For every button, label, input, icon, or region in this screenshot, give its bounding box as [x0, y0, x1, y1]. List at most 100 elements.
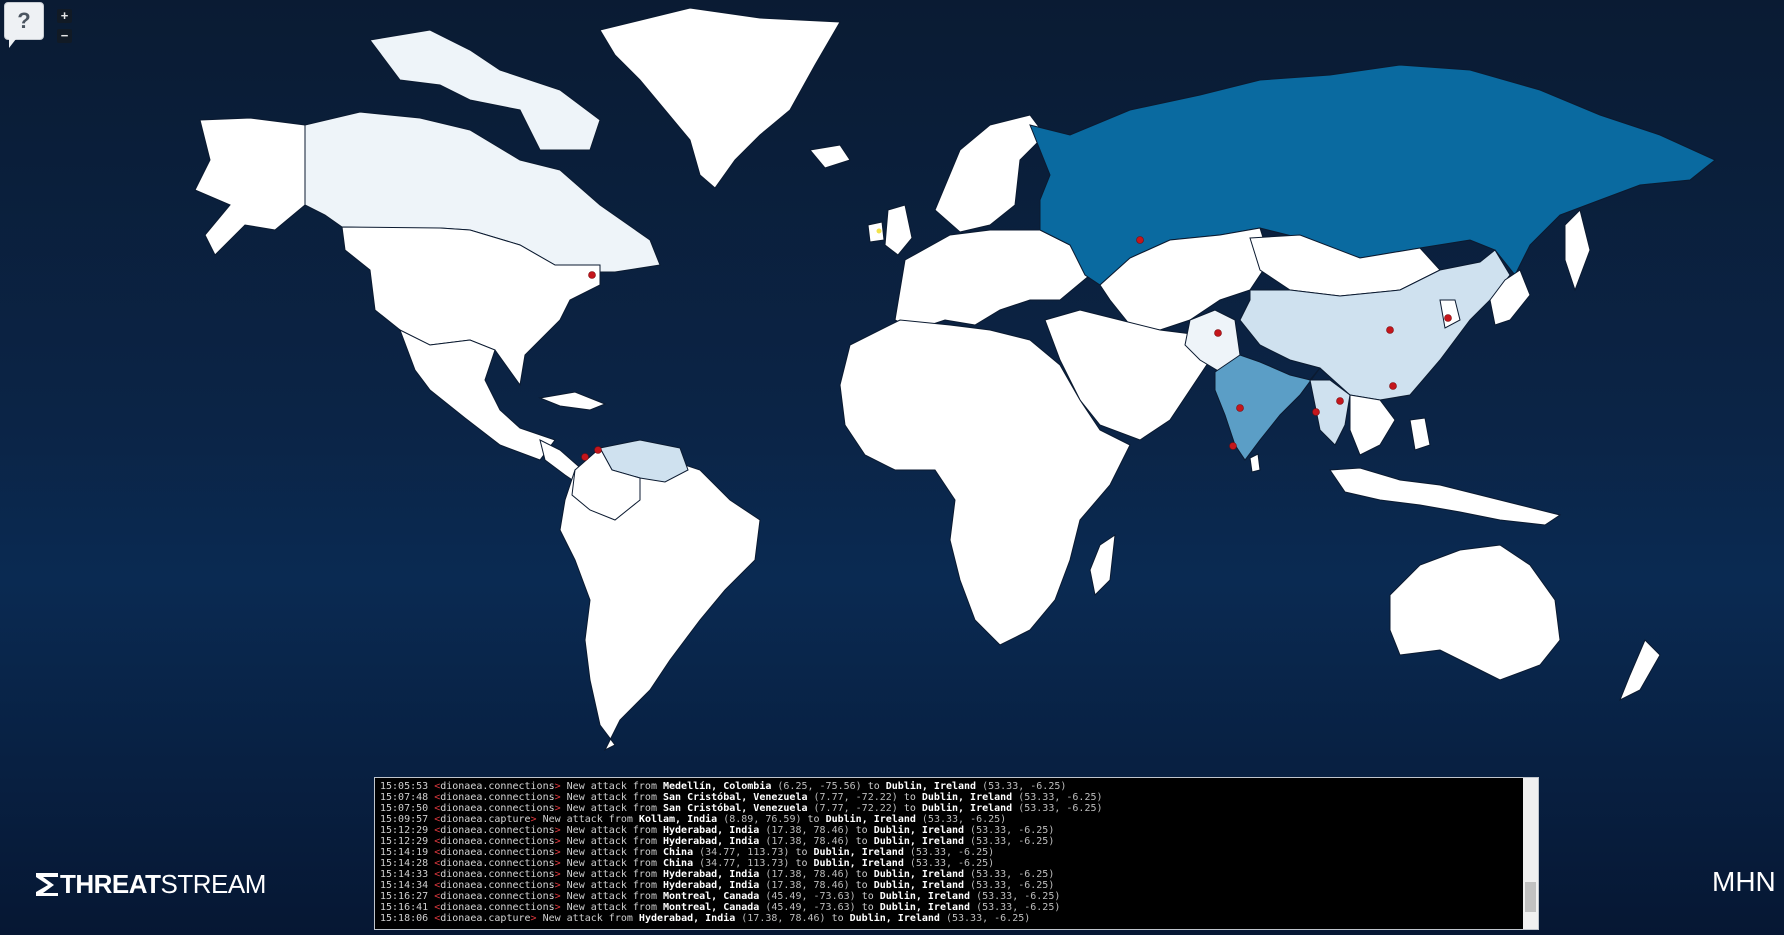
- log-destination-coords: (53.33, -6.25): [1012, 803, 1103, 814]
- country-mexico: [399, 328, 556, 461]
- log-source: Hyderabad, India: [663, 825, 760, 836]
- log-sensor-close: >: [554, 792, 561, 803]
- log-to: to: [795, 858, 814, 869]
- log-to: to: [855, 880, 874, 891]
- log-time: 15:18:06: [380, 913, 435, 924]
- log-to: to: [795, 847, 814, 858]
- log-new-attack: New attack from: [560, 880, 663, 891]
- log-source: Hyderabad, India: [663, 880, 760, 891]
- log-sensor: dionaea.connections: [440, 847, 555, 858]
- log-sensor-close: >: [554, 803, 561, 814]
- kamchatka-sakhalin: [1564, 209, 1591, 292]
- attack-dot-medellin[interactable]: [581, 453, 589, 461]
- log-to: to: [903, 792, 922, 803]
- log-source-coords: (6.25, -75.56): [771, 781, 868, 792]
- log-time: 15:07:50: [380, 803, 435, 814]
- log-destination-coords: (53.33, -6.25): [1012, 792, 1103, 803]
- attack-dot-hongkong[interactable]: [1389, 382, 1397, 390]
- log-destination-coords: (53.33, -6.25): [970, 902, 1061, 913]
- log-sensor: dionaea.connections: [440, 836, 555, 847]
- log-time: 15:05:53: [380, 781, 435, 792]
- zoom-out-button[interactable]: −: [57, 29, 72, 43]
- southeast-asia: [1349, 394, 1396, 456]
- log-to: to: [807, 814, 826, 825]
- attack-dot-montreal[interactable]: [588, 271, 596, 279]
- attack-dot-hyderabad[interactable]: [1236, 404, 1244, 412]
- attack-dot-russia[interactable]: [1136, 236, 1144, 244]
- log-source-coords: (45.49, -73.63): [759, 891, 862, 902]
- attack-dot-thailand[interactable]: [1336, 397, 1344, 405]
- log-destination-coords: (53.33, -6.25): [915, 814, 1007, 825]
- log-sensor-open: <: [434, 836, 441, 847]
- attack-log-panel[interactable]: 15:05:53 <dionaea.connections> New attac…: [374, 777, 1539, 930]
- log-scrollbar[interactable]: [1523, 778, 1538, 929]
- log-sensor-open: <: [434, 814, 441, 825]
- log-source-coords: (17.38, 78.46): [759, 880, 856, 891]
- log-sensor-close: >: [530, 913, 537, 924]
- log-destination: Dublin, Ireland: [921, 803, 1013, 814]
- country-japan: [1489, 269, 1531, 326]
- madagascar: [1089, 533, 1116, 597]
- log-sensor-open: <: [434, 913, 441, 924]
- log-source-coords: (17.38, 78.46): [759, 869, 856, 880]
- log-source-coords: (17.38, 78.46): [735, 913, 832, 924]
- log-destination: Dublin, Ireland: [885, 781, 977, 792]
- log-scrollbar-thumb[interactable]: [1525, 882, 1536, 912]
- log-source: San Cristóbal, Venezuela: [663, 803, 808, 814]
- attack-dot-san-cristobal[interactable]: [594, 446, 602, 454]
- log-source-coords: (34.77, 113.73): [693, 847, 796, 858]
- log-source-coords: (7.77, -72.22): [807, 803, 904, 814]
- log-new-attack: New attack from: [560, 858, 663, 869]
- log-destination: Dublin, Ireland: [879, 891, 971, 902]
- log-sensor-open: <: [434, 880, 441, 891]
- log-time: 15:12:29: [380, 825, 435, 836]
- log-to: to: [831, 913, 850, 924]
- target-dot-dublin[interactable]: [876, 228, 882, 234]
- attack-dot-kollam[interactable]: [1229, 442, 1237, 450]
- log-source: Hyderabad, India: [638, 913, 736, 924]
- country-usa: [341, 226, 601, 387]
- log-destination: Dublin, Ireland: [879, 902, 971, 913]
- attack-dot-pakistan[interactable]: [1214, 329, 1222, 337]
- log-new-attack: New attack from: [560, 781, 663, 792]
- log-destination-coords: (53.33, -6.25): [939, 913, 1031, 924]
- log-source-coords: (17.38, 78.46): [759, 836, 856, 847]
- log-destination-coords: (53.33, -6.25): [903, 847, 995, 858]
- log-destination: Dublin, Ireland: [873, 869, 965, 880]
- log-sensor-close: >: [554, 858, 561, 869]
- australia: [1389, 544, 1561, 681]
- log-to: to: [903, 803, 922, 814]
- log-source: Medellín, Colombia: [663, 781, 772, 792]
- log-line: 15:14:33 <dionaea.connections> New attac…: [380, 869, 1520, 880]
- log-line: 15:18:06 <dionaea.capture> New attack fr…: [380, 913, 1520, 924]
- log-sensor-close: >: [554, 902, 561, 913]
- log-destination: Dublin, Ireland: [873, 880, 965, 891]
- threatstream-s-icon: [34, 871, 60, 897]
- log-new-attack: New attack from: [536, 913, 639, 924]
- log-new-attack: New attack from: [560, 869, 663, 880]
- log-source: Hyderabad, India: [663, 836, 760, 847]
- log-source: Montreal, Canada: [663, 891, 760, 902]
- log-destination: Dublin, Ireland: [873, 825, 965, 836]
- log-sensor-open: <: [434, 825, 441, 836]
- log-destination: Dublin, Ireland: [849, 913, 940, 924]
- log-to: to: [855, 869, 874, 880]
- log-new-attack: New attack from: [560, 803, 663, 814]
- log-source-coords: (7.77, -72.22): [807, 792, 904, 803]
- log-line: 15:16:27 <dionaea.connections> New attac…: [380, 891, 1520, 902]
- attack-dot-myanmar[interactable]: [1312, 408, 1320, 416]
- country-ireland: [867, 221, 885, 243]
- zoom-in-button[interactable]: +: [57, 9, 72, 23]
- log-sensor: dionaea.connections: [440, 803, 555, 814]
- cuba: [538, 391, 607, 411]
- log-sensor: dionaea.connections: [440, 825, 555, 836]
- philippines: [1409, 417, 1431, 451]
- attack-dot-china[interactable]: [1386, 326, 1394, 334]
- log-destination: Dublin, Ireland: [813, 847, 904, 858]
- attack-dot-korea[interactable]: [1444, 314, 1452, 322]
- log-line: 15:09:57 <dionaea.capture> New attack fr…: [380, 814, 1520, 825]
- zoom-in-label: +: [60, 8, 69, 23]
- help-button[interactable]: ?: [4, 2, 44, 48]
- log-sensor: dionaea.connections: [440, 858, 555, 869]
